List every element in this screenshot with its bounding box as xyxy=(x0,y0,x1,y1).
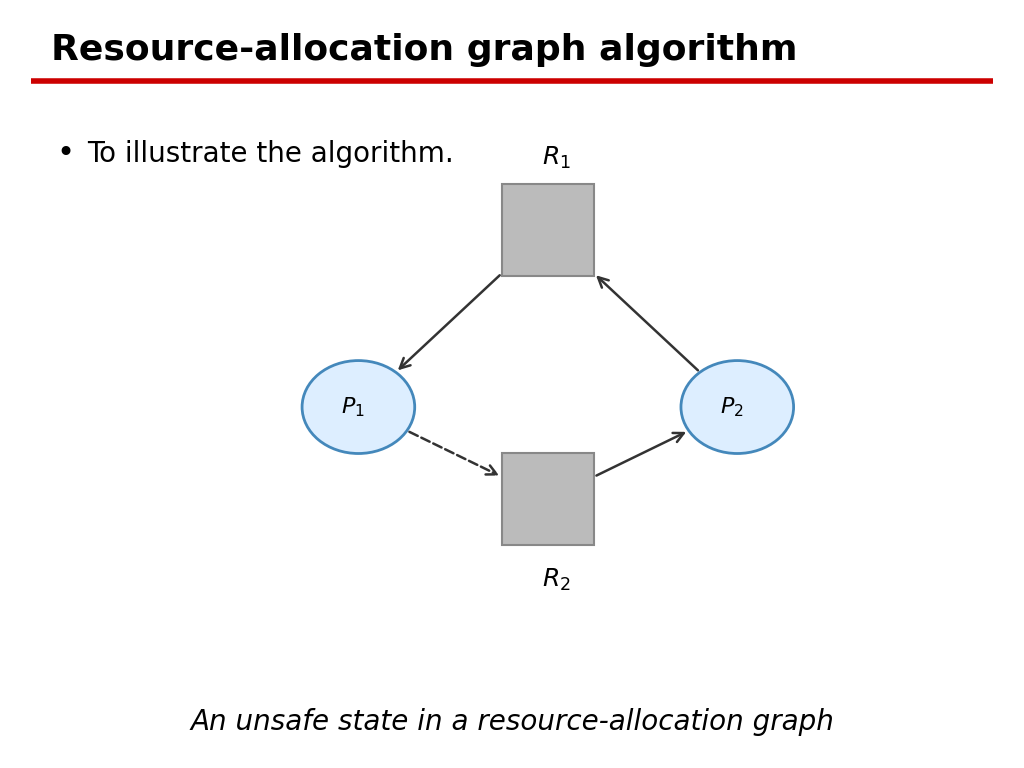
FancyArrowPatch shape xyxy=(596,433,684,475)
Text: $P_1$: $P_1$ xyxy=(341,396,366,419)
Text: $R_1$: $R_1$ xyxy=(542,144,570,170)
FancyBboxPatch shape xyxy=(502,184,594,276)
Ellipse shape xyxy=(302,361,415,453)
FancyArrowPatch shape xyxy=(598,277,698,370)
FancyArrowPatch shape xyxy=(399,275,500,369)
Text: To illustrate the algorithm.: To illustrate the algorithm. xyxy=(87,140,454,167)
Text: Resource-allocation graph algorithm: Resource-allocation graph algorithm xyxy=(51,33,798,67)
FancyBboxPatch shape xyxy=(502,453,594,545)
Text: An unsafe state in a resource-allocation graph: An unsafe state in a resource-allocation… xyxy=(190,708,834,736)
Ellipse shape xyxy=(681,361,794,453)
Text: $P_2$: $P_2$ xyxy=(720,396,744,419)
Text: $R_2$: $R_2$ xyxy=(542,567,570,593)
FancyArrowPatch shape xyxy=(410,432,497,475)
Text: •: • xyxy=(56,139,75,168)
